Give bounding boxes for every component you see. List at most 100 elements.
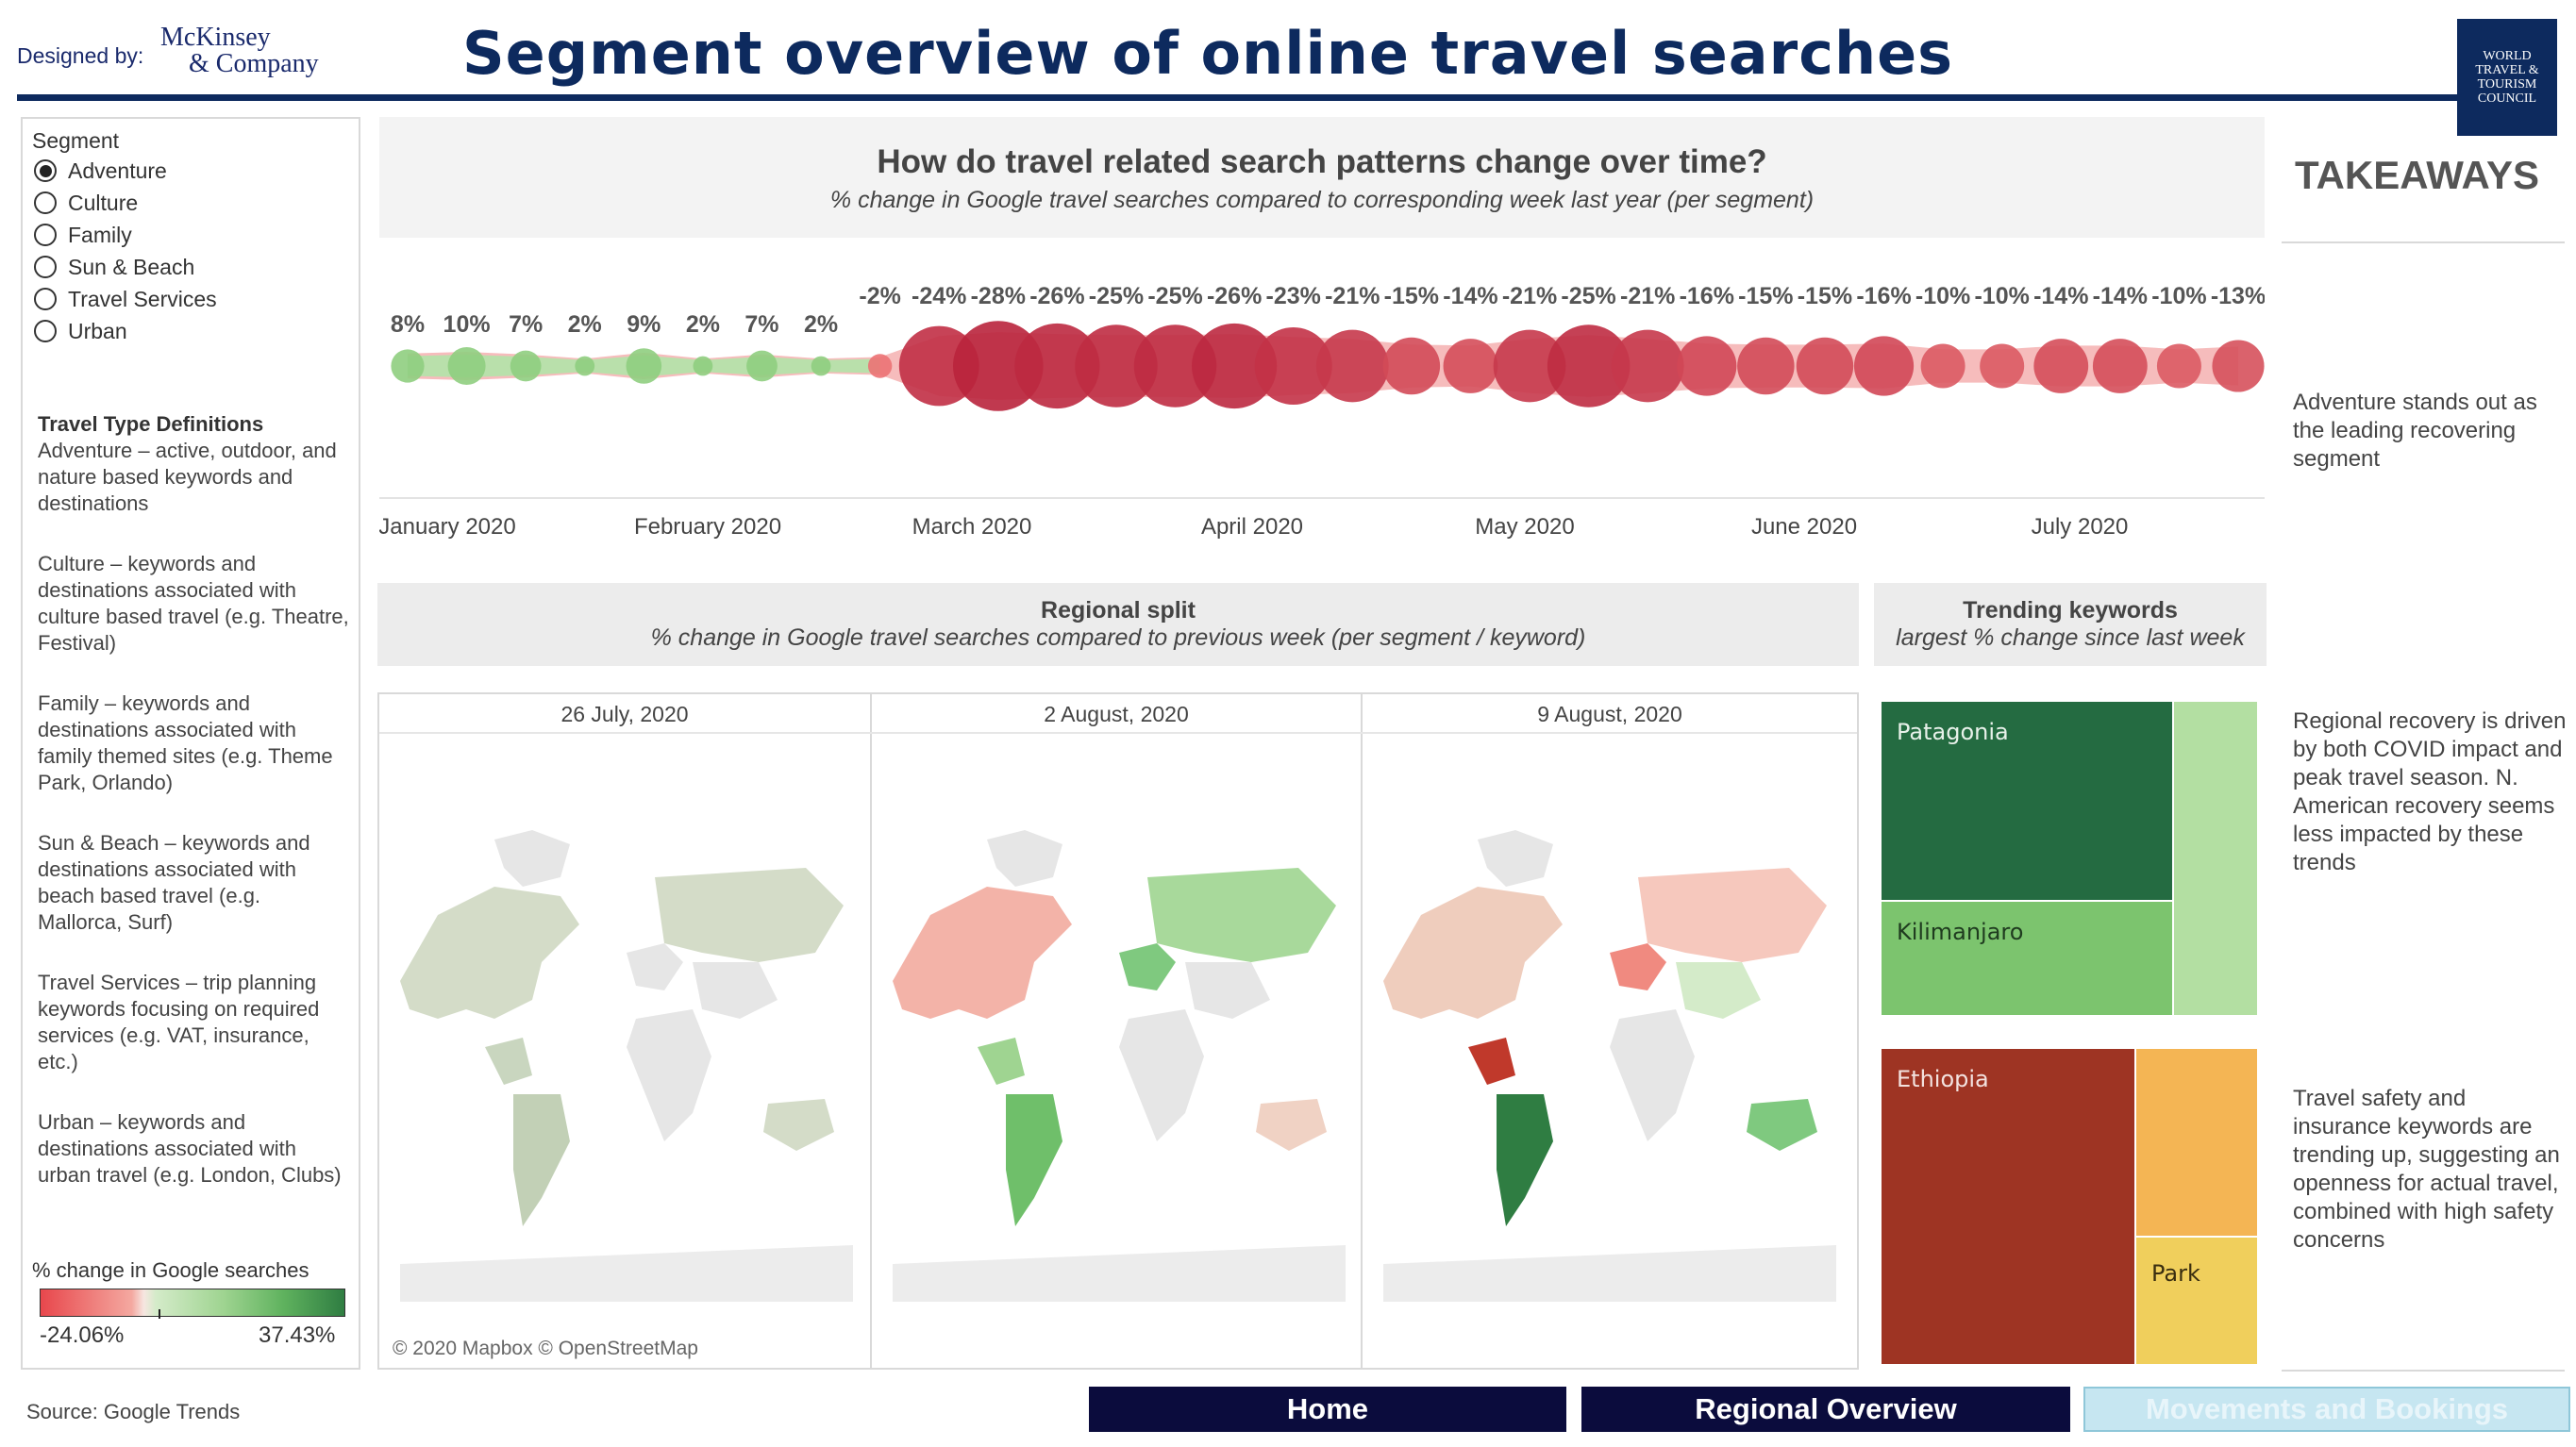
timeline-bubble[interactable] [1192, 323, 1278, 409]
timeline-bubble[interactable] [2156, 343, 2201, 389]
segment-option-culture[interactable]: Culture [34, 189, 138, 217]
timeline-bubble[interactable] [1677, 336, 1737, 396]
timeline-bubble[interactable] [811, 356, 831, 376]
takeaways-title: TAKEAWAYS [2295, 153, 2540, 197]
tile-patagonia[interactable]: Patagonia [1880, 700, 2174, 902]
map-date-2: 2 August, 2020 [1044, 702, 1189, 726]
timeline-value-label: -10% [1915, 283, 1970, 309]
timeline-bubble[interactable] [1547, 324, 1631, 407]
tile-label: Patagonia [1897, 719, 2009, 745]
world-map-week-3[interactable] [1364, 736, 1855, 1321]
timeline-bubble[interactable] [1920, 343, 1965, 389]
filter-panel [21, 117, 360, 1370]
timeline-bubble[interactable] [2212, 340, 2265, 392]
movements-bookings-button[interactable]: Movements and Bookings [2083, 1387, 2570, 1432]
timeline-value-label: -26% [1029, 283, 1084, 309]
timeline-value-label: -25% [1147, 283, 1202, 309]
definition-adventure: Adventure – active, outdoor, and nature … [38, 439, 337, 515]
tile-kilimanjaro[interactable]: Kilimanjaro [1880, 900, 2174, 1017]
timeline-bubble[interactable] [1443, 339, 1498, 393]
map-shapes-1 [400, 830, 853, 1302]
radio-icon[interactable] [34, 191, 57, 214]
color-legend-bar [40, 1289, 345, 1317]
radio-icon[interactable] [34, 256, 57, 278]
segment-option-label: Sun & Beach [68, 254, 195, 279]
timeline-bubble[interactable] [2033, 339, 2089, 393]
tile-unlabeled-green[interactable] [2172, 700, 2259, 1017]
timeline-value-label: -25% [1089, 283, 1144, 309]
timeline-bubble[interactable] [1382, 337, 1441, 395]
segment-option-family[interactable]: Family [34, 221, 132, 249]
definition-travel-services: Travel Services – trip planning keywords… [38, 971, 320, 1073]
timeline-bubble[interactable] [1014, 323, 1100, 409]
timeline-month-label: May 2020 [1475, 514, 1574, 540]
segment-option-adventure[interactable]: Adventure [34, 157, 167, 185]
timeline-value-label: -14% [2033, 283, 2088, 309]
tile-park[interactable]: Park [2134, 1236, 2259, 1366]
timeline-bubble[interactable] [1737, 337, 1795, 395]
takeaway-3: Travel safety and insurance keywords are… [2293, 1086, 2560, 1253]
trending-title: Trending keywords [1963, 597, 2178, 624]
timeline-bubble[interactable] [2092, 339, 2148, 393]
timeline-value-label: 2% [686, 311, 720, 338]
world-map-week-2[interactable] [874, 736, 1359, 1321]
segment-option-travel-services[interactable]: Travel Services [34, 285, 217, 313]
timeline-value-label: -14% [2093, 283, 2148, 309]
timeline-value-label: 2% [804, 311, 838, 338]
timeline-bubble[interactable] [867, 354, 893, 378]
timeline-value-label: -21% [1620, 283, 1675, 309]
radio-icon[interactable] [34, 320, 57, 342]
timeline-bubble[interactable] [510, 350, 542, 382]
world-map-week-1[interactable] [381, 736, 868, 1321]
timeline-bubble[interactable] [1493, 329, 1566, 403]
header-divider [17, 94, 2461, 101]
legend-min: -24.06% [40, 1322, 125, 1348]
timeline-bubble[interactable] [1611, 329, 1684, 403]
timeline-bubble[interactable] [1075, 324, 1158, 407]
map-date-1: 26 July, 2020 [560, 702, 689, 726]
definitions-block: Travel Type Definitions Adventure – acti… [38, 411, 349, 1222]
timeline-value-label: -15% [1798, 283, 1852, 309]
timeline-value-label: -16% [1856, 283, 1911, 309]
regional-title: Regional split [1041, 597, 1196, 624]
regional-subtitle: % change in Google travel searches compa… [650, 624, 1586, 651]
timeline-bubble[interactable] [1133, 324, 1217, 407]
timeline-bubble[interactable] [953, 321, 1044, 411]
timeline-bubble[interactable] [1980, 343, 2025, 389]
timeline-bubble[interactable] [1254, 326, 1332, 406]
timeline-value-label: -23% [1266, 283, 1321, 309]
timeline-bubble[interactable] [447, 347, 486, 385]
trending-subtitle: largest % change since last week [1896, 624, 2245, 651]
tile-ethiopia[interactable]: Ethiopia [1880, 1047, 2136, 1366]
timeline-bubble[interactable] [1853, 336, 1915, 396]
radio-icon[interactable] [34, 224, 57, 246]
segment-option-urban[interactable]: Urban [34, 317, 127, 345]
timeline-bubble[interactable] [626, 348, 662, 384]
map-credit[interactable]: © 2020 Mapbox © OpenStreetMap [393, 1338, 698, 1359]
map-shapes-2 [893, 830, 1346, 1302]
radio-icon[interactable] [34, 288, 57, 310]
timeline-month-label: June 2020 [1751, 514, 1857, 540]
timeline-value-label: 8% [391, 311, 425, 338]
timeline-bubble[interactable] [1796, 337, 1854, 395]
timeline-bubble[interactable] [391, 349, 425, 383]
segment-option-label: Travel Services [68, 286, 217, 311]
tile-label: Kilimanjaro [1897, 919, 2024, 945]
radio-selected-icon[interactable] [34, 159, 57, 182]
home-button[interactable]: Home [1089, 1387, 1566, 1432]
definitions-heading: Travel Type Definitions [38, 412, 264, 436]
regional-overview-button[interactable]: Regional Overview [1581, 1387, 2070, 1432]
segment-filter-label: Segment [32, 128, 120, 153]
timeline-bubble-chart: 8% 10% 7% 2% 9% 2% 7% 2%-2% -24% -28% -26% -25% -25%… [379, 283, 2265, 540]
map-header-divider [379, 732, 1857, 734]
segment-option-sun-beach[interactable]: Sun & Beach [34, 253, 194, 281]
wttc-logo[interactable]: WORLD TRAVEL & TOURISM COUNCIL [2457, 19, 2557, 136]
timeline-bubble[interactable] [693, 356, 713, 376]
tile-unlabeled-orange[interactable] [2134, 1047, 2259, 1238]
timeline-bubble[interactable] [746, 350, 778, 382]
timeline-bubble[interactable] [575, 356, 595, 376]
timeline-value-label: 9% [627, 311, 661, 338]
timeline-value-label: -26% [1207, 283, 1262, 309]
timeline-header [379, 117, 2265, 238]
timeline-bubble[interactable] [1315, 329, 1389, 403]
